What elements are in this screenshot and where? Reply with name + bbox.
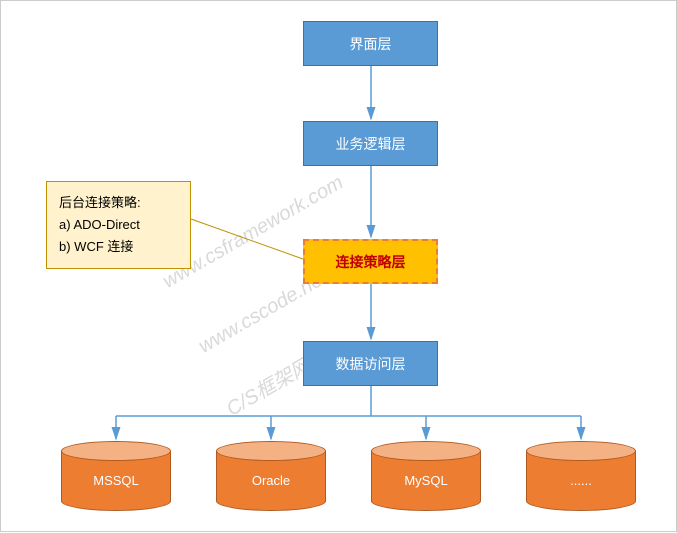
db-mysql: MySQL	[371, 441, 481, 511]
db-top	[61, 441, 171, 461]
db-mssql: MSSQL	[61, 441, 171, 511]
db-label-other: ......	[526, 473, 636, 488]
strategy-note: 后台连接策略: a) ADO-Direct b) WCF 连接	[46, 181, 191, 269]
watermark-3: C/S框架网	[220, 350, 315, 422]
layer-strategy: 连接策略层	[303, 239, 438, 284]
layer-logic-label: 业务逻辑层	[336, 134, 406, 154]
diagram-canvas: www.csframework.com www.cscode.net C/S框架…	[0, 0, 677, 532]
db-bottom	[371, 491, 481, 511]
db-bottom	[61, 491, 171, 511]
db-label-oracle: Oracle	[216, 473, 326, 488]
db-label-mssql: MSSQL	[61, 473, 171, 488]
db-top	[526, 441, 636, 461]
layer-logic: 业务逻辑层	[303, 121, 438, 166]
note-title: 后台连接策略:	[59, 192, 178, 214]
db-bottom	[526, 491, 636, 511]
db-top	[216, 441, 326, 461]
db-oracle: Oracle	[216, 441, 326, 511]
db-bottom	[216, 491, 326, 511]
layer-strategy-label: 连接策略层	[336, 252, 406, 272]
layer-ui: 界面层	[303, 21, 438, 66]
note-line-a: a) ADO-Direct	[59, 214, 178, 236]
db-label-mysql: MySQL	[371, 473, 481, 488]
db-other: ......	[526, 441, 636, 511]
layer-data: 数据访问层	[303, 341, 438, 386]
layer-ui-label: 界面层	[350, 34, 392, 54]
db-top	[371, 441, 481, 461]
layer-data-label: 数据访问层	[336, 354, 406, 374]
note-line-b: b) WCF 连接	[59, 236, 178, 258]
